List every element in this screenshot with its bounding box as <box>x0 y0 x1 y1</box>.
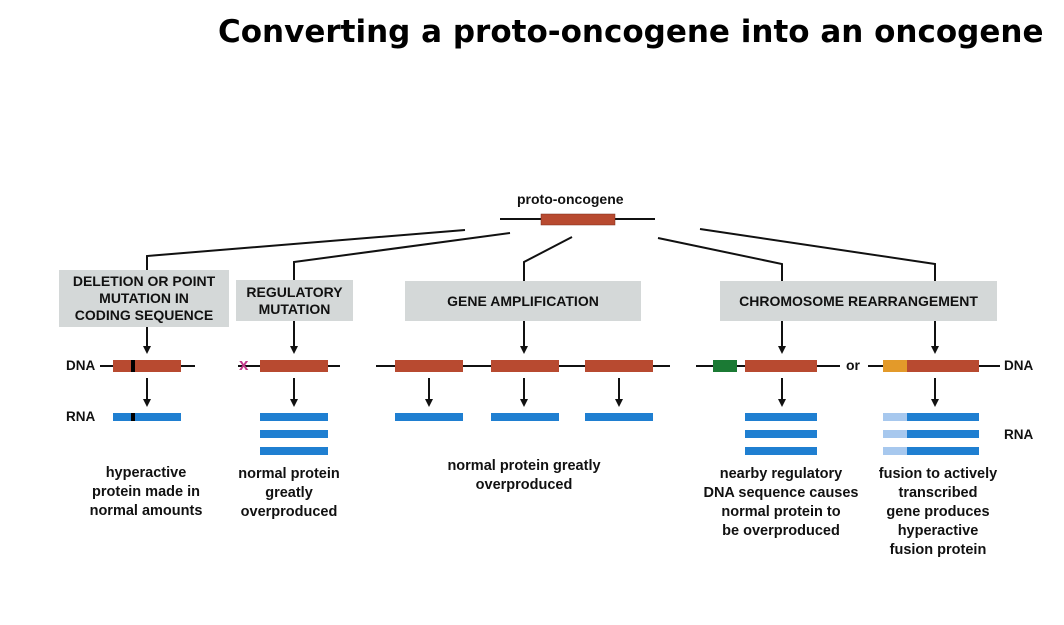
or-label: or <box>846 357 860 373</box>
branch-to-deletion <box>146 229 466 270</box>
mutation-mark-icon: x <box>239 355 249 374</box>
rna-deletion <box>113 413 181 421</box>
category-regulatory-box: REGULATORY MUTATION <box>236 280 353 321</box>
rna-regulatory <box>260 413 328 455</box>
slide-title: Converting a proto-oncogene into an onco… <box>218 14 1044 50</box>
dna-rearrangement-b <box>868 360 1000 372</box>
category-amplification-box: GENE AMPLIFICATION <box>405 281 641 321</box>
rna-label-left: RNA <box>66 409 96 424</box>
dna-regulatory <box>238 360 340 372</box>
rna-rearrangement-b <box>883 413 979 455</box>
root-gene-label: proto-oncogene <box>517 191 624 207</box>
outcome-regulatory: normal protein greatly overproduced <box>238 466 340 520</box>
category-rearrangement-box: CHROMOSOME REARRANGEMENT <box>720 281 997 321</box>
rna-amplification <box>395 413 653 421</box>
dna-label-right: DNA <box>1004 358 1034 373</box>
rna-label-right: RNA <box>1004 427 1034 442</box>
outcome-rearrangement-b: fusion to actively transcribed gene prod… <box>878 466 998 558</box>
dna-label-left: DNA <box>66 358 96 373</box>
dna-rearrangement-a <box>696 360 840 372</box>
outcome-rearrangement-a: nearby regulatory DNA sequence causes no… <box>703 466 859 539</box>
dna-to-rna-arrows <box>143 378 939 407</box>
category-deletion-box: DELETION OR POINT MUTATION IN CODING SEQ… <box>59 270 229 327</box>
root-gene <box>500 213 655 226</box>
branch-to-rearrangement-a <box>657 237 783 281</box>
dna-amplification <box>376 360 670 372</box>
rna-rearrangement-a <box>745 413 817 455</box>
outcome-deletion: hyperactive protein made in normal amoun… <box>89 465 203 519</box>
branch-to-regulatory <box>293 232 511 280</box>
outcome-amplification: normal protein greatly overproduced <box>447 458 601 493</box>
branch-to-amplification <box>523 236 573 281</box>
branch-connectors <box>146 228 936 281</box>
dna-deletion <box>100 360 195 372</box>
box-to-dna-arrows <box>143 321 939 354</box>
branch-to-rearrangement-b <box>699 228 936 281</box>
